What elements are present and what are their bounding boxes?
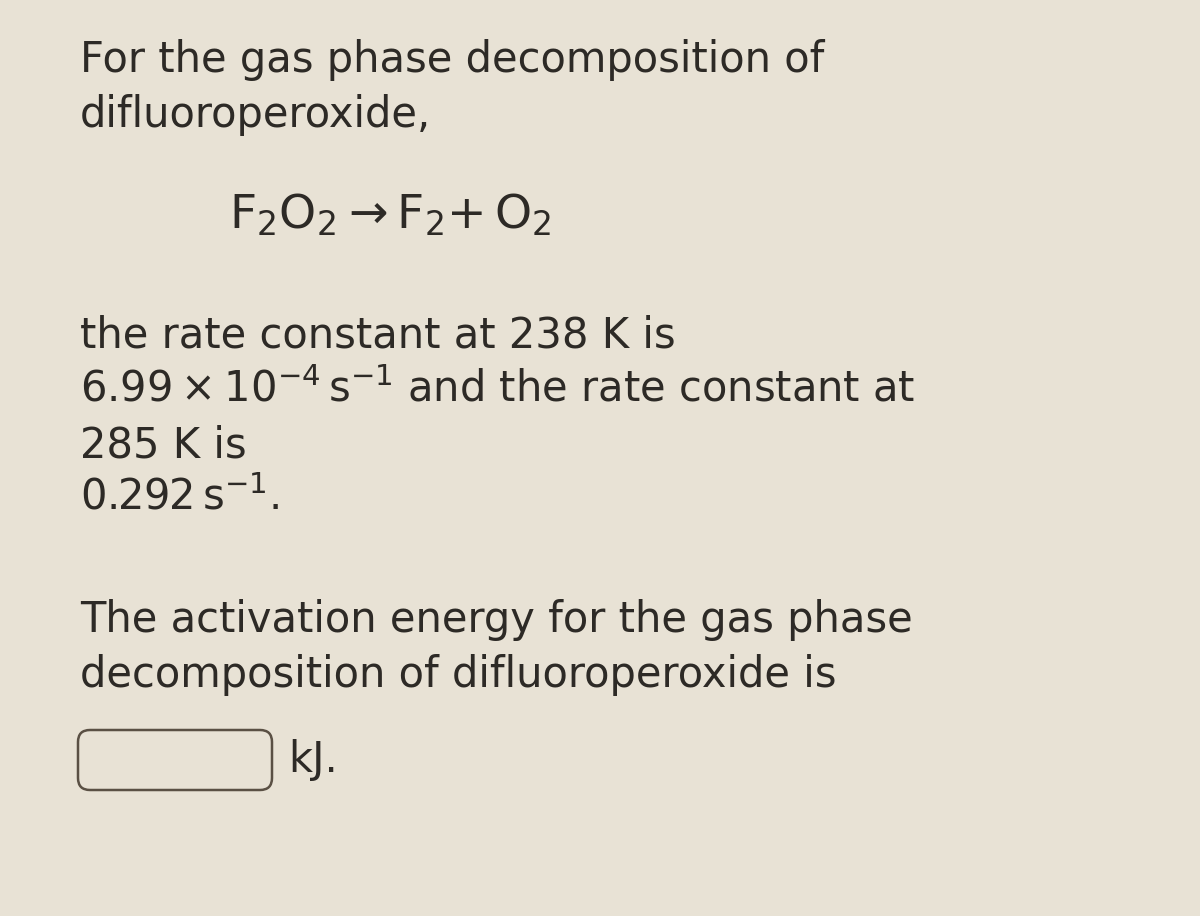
Text: the rate constant at 238 K is: the rate constant at 238 K is — [80, 314, 676, 356]
Text: 285 K is: 285 K is — [80, 424, 247, 466]
Text: difluoroperoxide,: difluoroperoxide, — [80, 94, 431, 136]
Text: decomposition of difluoroperoxide is: decomposition of difluoroperoxide is — [80, 654, 836, 696]
Text: kJ.: kJ. — [288, 739, 337, 781]
Text: $\mathrm{F_2O_2 \rightarrow F_2{+}\, O_2}$: $\mathrm{F_2O_2 \rightarrow F_2{+}\, O_2… — [229, 191, 551, 238]
Text: For the gas phase decomposition of: For the gas phase decomposition of — [80, 39, 824, 81]
Text: $6.99 \times 10^{-4}\, \mathrm{s^{-1}}$ and the rate constant at: $6.99 \times 10^{-4}\, \mathrm{s^{-1}}$ … — [80, 369, 916, 411]
FancyBboxPatch shape — [78, 730, 272, 790]
Text: The activation energy for the gas phase: The activation energy for the gas phase — [80, 599, 913, 641]
Text: $0.292\, \mathrm{s^{-1}}$.: $0.292\, \mathrm{s^{-1}}$. — [80, 477, 280, 519]
